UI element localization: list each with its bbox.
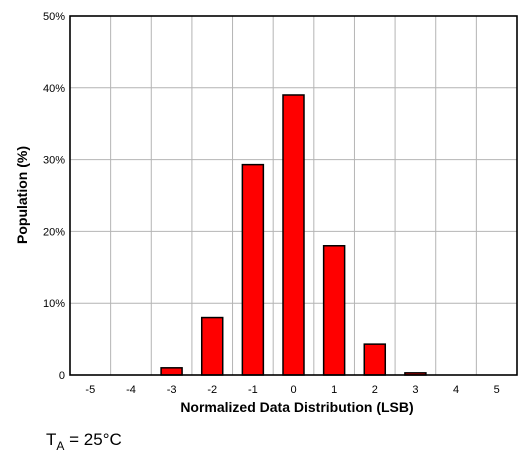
x-tick-label-1: 1	[331, 384, 337, 396]
x-tick-label--5: -5	[85, 384, 95, 396]
y-tick-label-1: 10%	[43, 298, 65, 310]
plot-frame	[69, 15, 518, 376]
x-tick-label--2: -2	[207, 384, 217, 396]
x-tick-label--4: -4	[126, 384, 136, 396]
annotation-suffix: = 25°C	[64, 430, 121, 449]
annotation-subscript: A	[56, 439, 64, 452]
y-tick-label-5: 50%	[43, 11, 65, 23]
x-tick-label-4: 4	[453, 384, 459, 396]
bar-2	[363, 343, 387, 376]
x-tick-labels: -5 -4 -3 -2 -1 0 1 2 3 4 5	[85, 384, 499, 396]
bar--3	[160, 367, 183, 376]
x-axis-title: Normalized Data Distribution (LSB)	[180, 399, 413, 415]
bar-1	[322, 245, 346, 376]
x-tick-label-0: 0	[290, 384, 296, 396]
bar-0	[282, 94, 305, 376]
y-tick-label-0: 0	[59, 370, 65, 382]
frame-layer	[69, 15, 518, 376]
x-tick-label--1: -1	[248, 384, 258, 396]
y-tick-labels: 0 10% 20% 30% 40% 50%	[43, 11, 65, 382]
x-tick-label-3: 3	[412, 384, 418, 396]
y-axis-title: Population (%)	[14, 146, 30, 244]
x-tick-label-5: 5	[494, 384, 500, 396]
y-tick-label-3: 30%	[43, 155, 65, 167]
bar-layer	[160, 94, 427, 376]
bar--2	[200, 316, 224, 376]
x-tick-label-2: 2	[372, 384, 378, 396]
x-tick-label--3: -3	[167, 384, 177, 396]
y-tick-label-2: 20%	[43, 226, 65, 238]
y-tick-label-4: 40%	[43, 83, 65, 95]
bar--1	[241, 163, 265, 376]
annotation-prefix: T	[46, 430, 56, 449]
temperature-annotation: TA = 25°C	[46, 430, 122, 452]
